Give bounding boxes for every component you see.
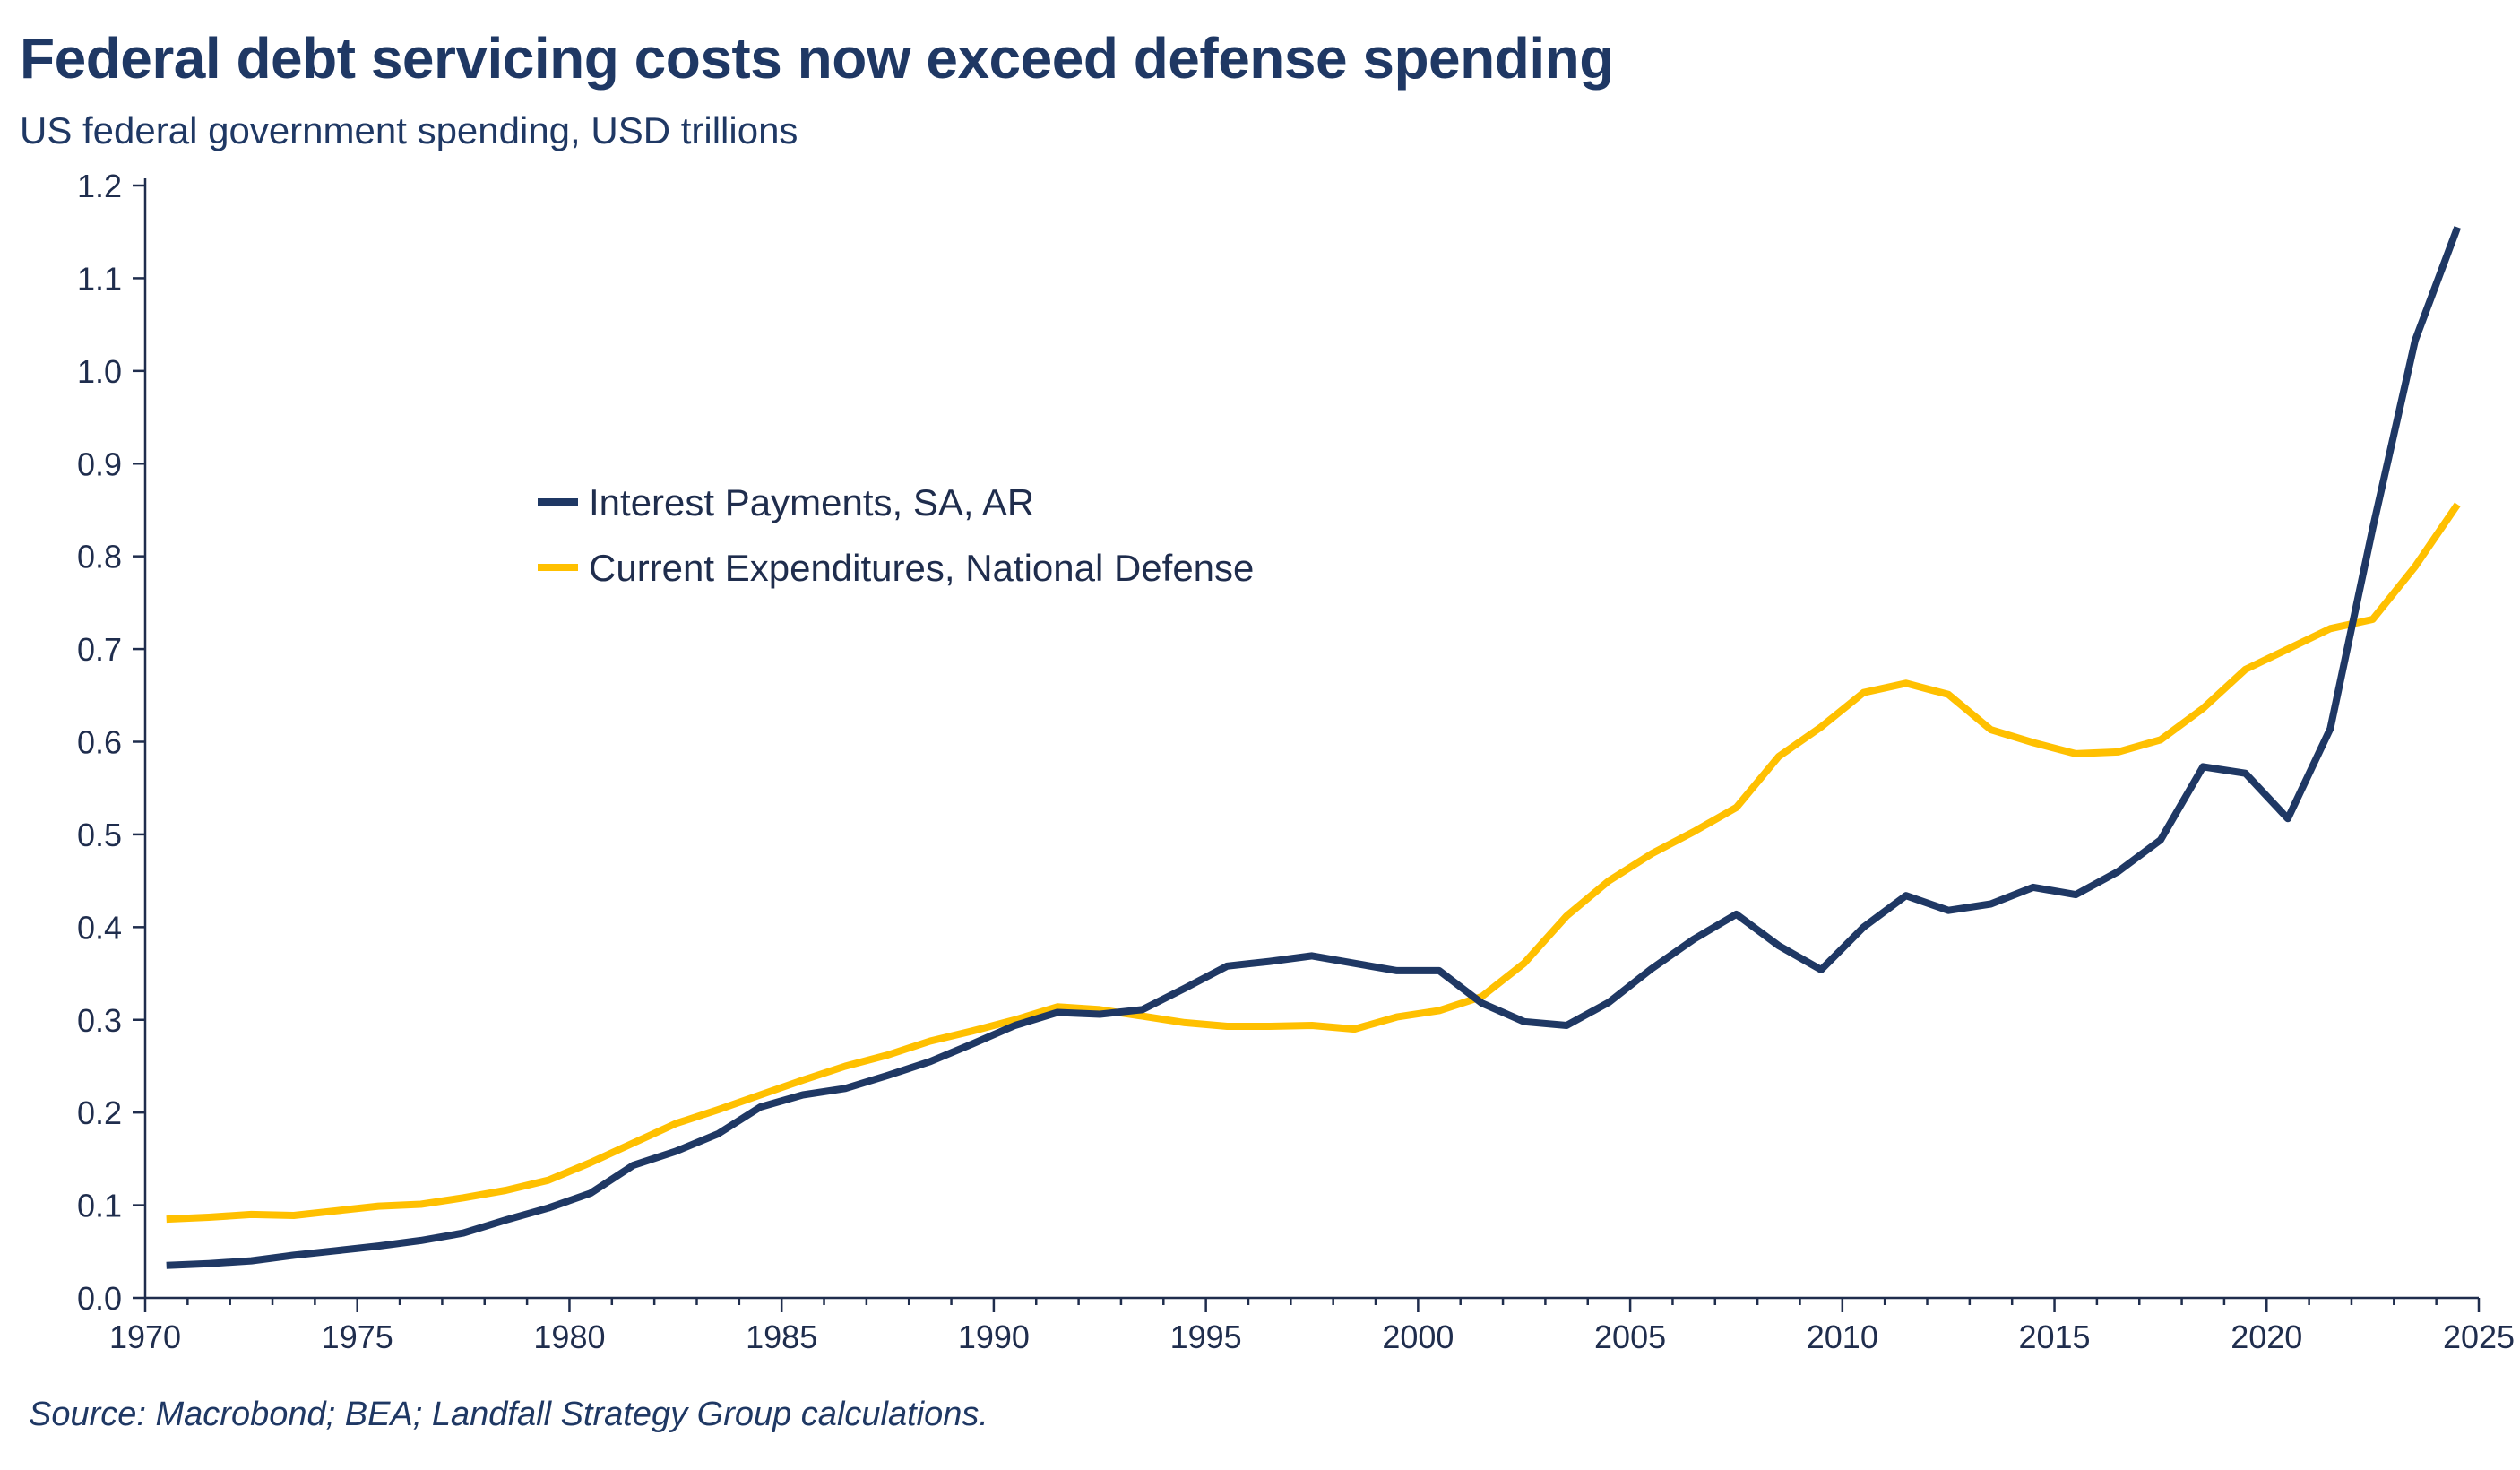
axes: 0.0 0.1 0.2 0.3 0.4 0.5 0.6 0.7 0.8 0.9 1.0 1.1 1.2 1… [77, 168, 2515, 1355]
series-layer [166, 226, 2462, 1269]
y-tick-label: 1.0 [77, 353, 122, 390]
y-tick-label: 0.5 [77, 817, 122, 853]
x-tick-label: 2025 [2443, 1319, 2515, 1355]
legend-entry-national-defense: Current Expenditures, National Defense [538, 547, 1254, 589]
y-tick-label: 0.2 [77, 1094, 122, 1131]
y-tick-label: 0.8 [77, 539, 122, 575]
source-note: Source: Macrobond; BEA; Landfall Strateg… [29, 1396, 988, 1433]
legend-entry-interest-payments: Interest Payments, SA, AR [538, 481, 1034, 523]
y-tick-label: 1.2 [77, 168, 122, 204]
x-tick-label: 1980 [533, 1319, 605, 1355]
x-tick-label: 1970 [109, 1319, 181, 1355]
chart-title: Federal debt servicing costs now exceed … [20, 26, 1614, 91]
legend-label: Interest Payments, SA, AR [589, 481, 1034, 523]
x-tick-label: 2020 [2231, 1319, 2302, 1355]
y-tick-label: 0.3 [77, 1002, 122, 1039]
series-line-national-defense [166, 502, 2461, 1224]
x-tick-label: 1990 [958, 1319, 1030, 1355]
x-tick-label: 2005 [1594, 1319, 1666, 1355]
legend: Interest Payments, SA, AR Current Expendi… [538, 481, 1254, 589]
x-tick-label: 1995 [1170, 1319, 1242, 1355]
x-tick-label: 2015 [2018, 1319, 2090, 1355]
y-tick-label: 0.7 [77, 631, 122, 668]
y-tick-label: 0.4 [77, 909, 122, 946]
y-tick-label: 0.6 [77, 724, 122, 761]
x-tick-label: 2010 [1807, 1319, 1878, 1355]
y-tick-label: 0.9 [77, 445, 122, 482]
x-tick-label: 1985 [746, 1319, 817, 1355]
y-tick-label: 1.1 [77, 260, 122, 297]
x-tick-label: 2000 [1382, 1319, 1454, 1355]
legend-label: Current Expenditures, National Defense [589, 547, 1254, 589]
x-tick-label: 1975 [322, 1319, 393, 1355]
y-tick-label: 0.0 [77, 1280, 122, 1317]
chart-subtitle: US federal government spending, USD tril… [20, 109, 798, 151]
series-line-interest-payments [166, 226, 2462, 1269]
y-tick-label: 0.1 [77, 1188, 122, 1224]
